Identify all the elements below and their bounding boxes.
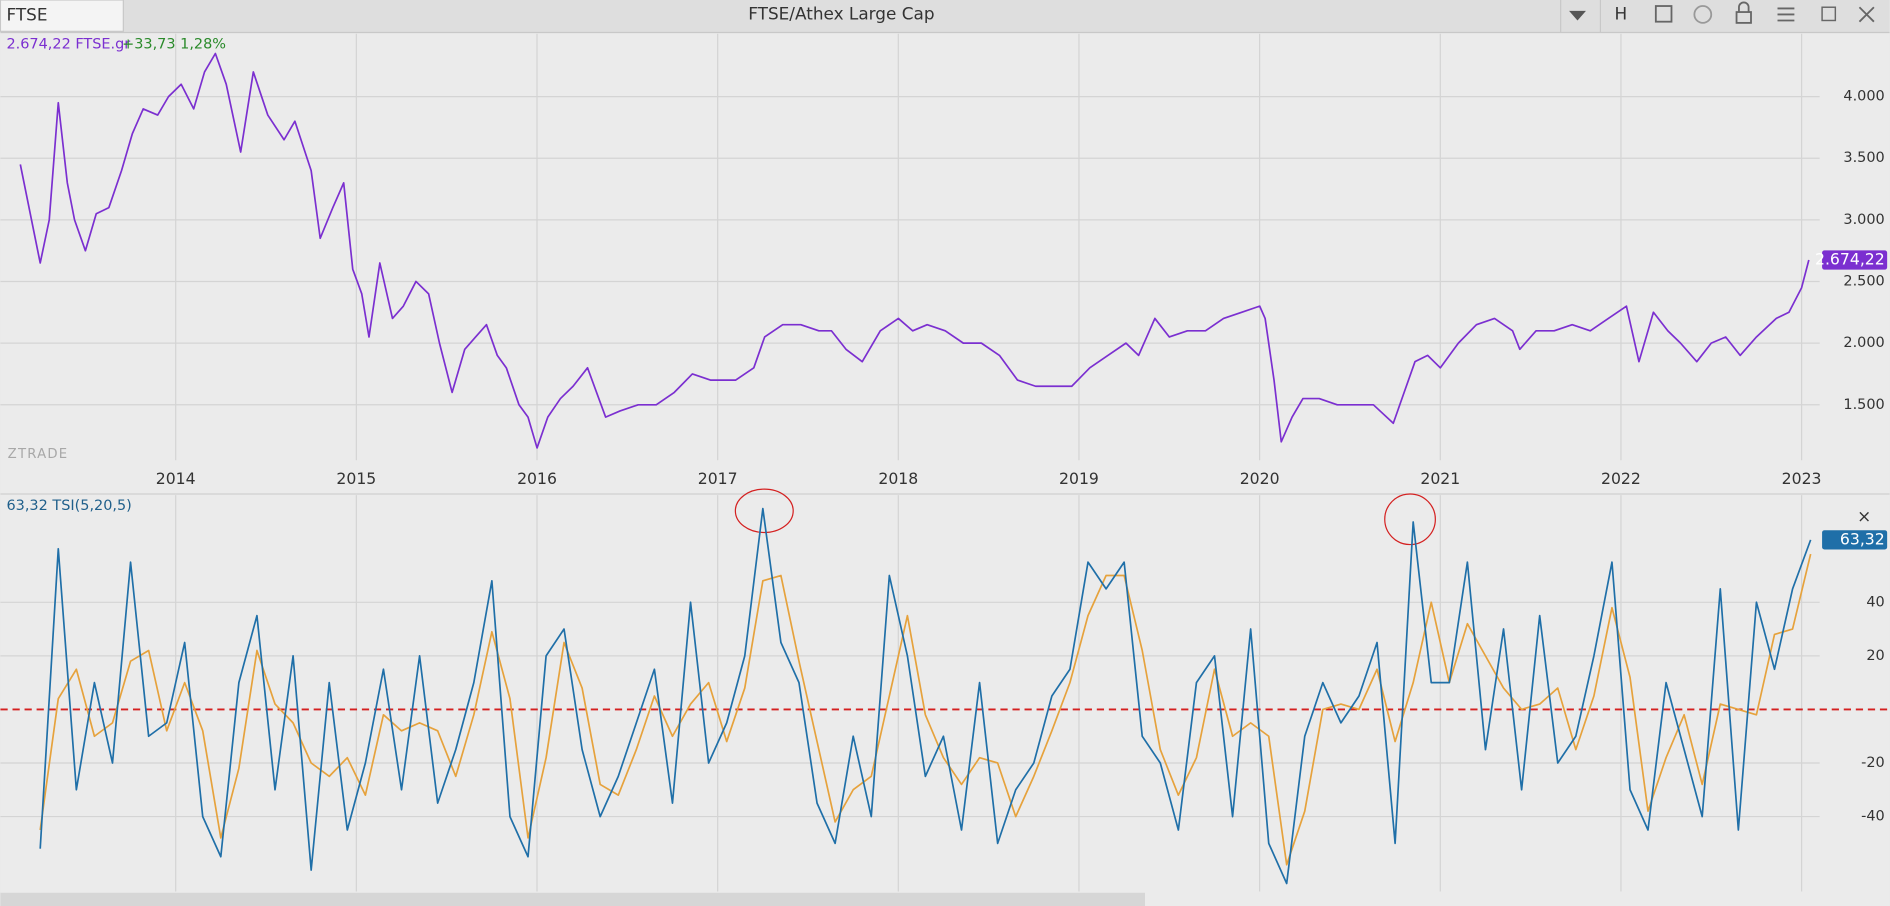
search-text[interactable]: FTSE — [6, 5, 47, 25]
series-line — [19, 52, 1810, 449]
lock-icon[interactable] — [1735, 11, 1752, 24]
window-title: FTSE/Athex Large Cap — [748, 3, 934, 23]
lock-shackle — [1738, 1, 1750, 13]
x-tick-label: 2019 — [1059, 469, 1099, 488]
last-value-label: 2.674,22 — [1815, 250, 1885, 269]
watermark: ZTRADE — [8, 447, 69, 462]
y-tick-label: 40 — [1866, 594, 1884, 610]
series-line — [39, 507, 1812, 885]
menu-icon[interactable] — [1777, 7, 1795, 22]
peak-circle — [734, 488, 794, 534]
last-value-tag — [1822, 250, 1888, 270]
x-tick-label: 2014 — [156, 469, 196, 488]
dropdown-icon[interactable] — [1569, 10, 1586, 21]
series-line — [39, 553, 1812, 866]
toolbar — [0, 0, 1890, 33]
restore-icon[interactable] — [1821, 6, 1837, 22]
y-tick-label: 20 — [1866, 648, 1884, 664]
search-box[interactable] — [0, 0, 124, 32]
x-tick-label: 2018 — [878, 469, 918, 488]
scrollbar[interactable] — [0, 892, 1145, 906]
y-tick-label: 1.500 — [1843, 397, 1884, 413]
legend-change: +33,73 1,28% — [122, 37, 226, 53]
x-tick-label: 2017 — [698, 469, 738, 488]
close-indicator[interactable]: × — [1857, 506, 1871, 526]
h-button[interactable]: H — [1615, 3, 1628, 23]
peak-circle — [1384, 493, 1436, 546]
panel-icon[interactable] — [1654, 5, 1673, 23]
x-tick-label: 2022 — [1601, 469, 1641, 488]
x-tick-label: 2023 — [1782, 469, 1822, 488]
legend-price: 2.674,22 FTSE.gr — [6, 37, 130, 53]
y-tick-label: 3.000 — [1843, 212, 1884, 228]
y-tick-label: 2.000 — [1843, 335, 1884, 351]
y-tick-label: -20 — [1861, 755, 1885, 771]
close-icon[interactable] — [1858, 6, 1875, 23]
y-tick-label: 2.500 — [1843, 273, 1884, 289]
x-tick-label: 2020 — [1240, 469, 1280, 488]
tsi-legend: 63,32 TSI(5,20,5) — [6, 498, 131, 514]
x-tick-label: 2021 — [1420, 469, 1460, 488]
y-tick-label: 3.500 — [1843, 150, 1884, 166]
plots: 1.500 2.000 2.500 3.000 3.500 4.000 2.674,22 20… — [0, 33, 1890, 892]
last-value-label: 63,32 — [1840, 529, 1885, 548]
y-tick-label: -40 — [1861, 809, 1885, 825]
quote-icon[interactable] — [1693, 5, 1713, 24]
last-value-tag — [1822, 530, 1888, 550]
y-tick-label: 4.000 — [1843, 89, 1884, 105]
x-tick-label: 2015 — [336, 469, 376, 488]
x-tick-label: 2016 — [517, 469, 557, 488]
